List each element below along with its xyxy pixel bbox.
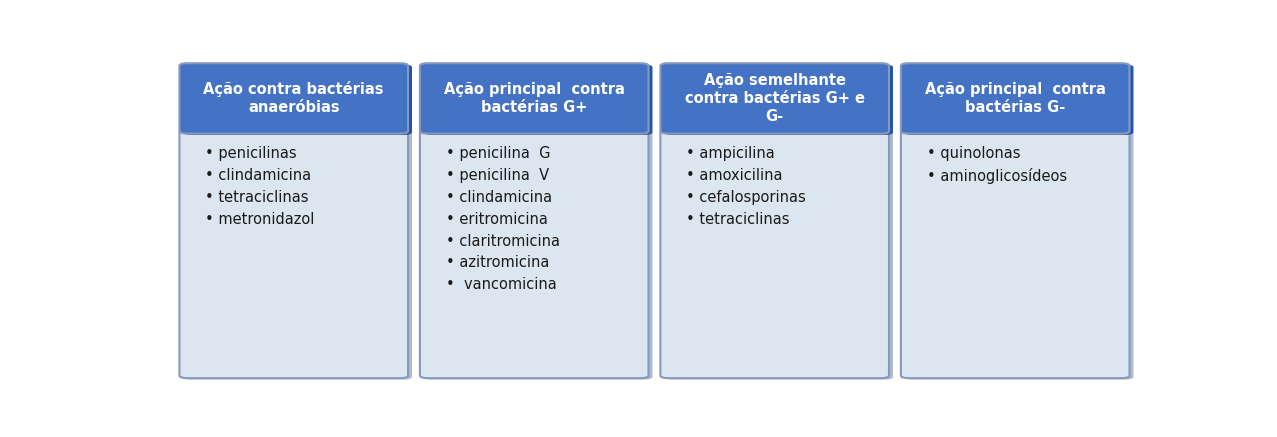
FancyBboxPatch shape <box>664 65 893 135</box>
FancyBboxPatch shape <box>179 63 409 134</box>
Text: • eritromicina: • eritromicina <box>446 212 548 227</box>
FancyBboxPatch shape <box>420 63 649 134</box>
FancyBboxPatch shape <box>905 65 1134 135</box>
Text: • aminoglicosídeos: • aminoglicosídeos <box>927 168 1066 184</box>
FancyBboxPatch shape <box>179 130 409 378</box>
FancyBboxPatch shape <box>184 131 412 379</box>
Text: • metronidazol: • metronidazol <box>206 212 314 227</box>
Text: Ação contra bactérias
anaeróbias: Ação contra bactérias anaeróbias <box>203 81 384 115</box>
Text: • clindamicina: • clindamicina <box>206 168 312 183</box>
FancyBboxPatch shape <box>424 65 653 135</box>
Text: Ação principal  contra
bactérias G+: Ação principal contra bactérias G+ <box>444 82 624 115</box>
Text: • clindamicina: • clindamicina <box>446 190 552 205</box>
FancyBboxPatch shape <box>660 130 889 378</box>
FancyBboxPatch shape <box>424 131 653 379</box>
Text: • penicilina  V: • penicilina V <box>446 168 549 183</box>
FancyBboxPatch shape <box>664 131 893 379</box>
Text: • azitromicina: • azitromicina <box>446 255 549 271</box>
FancyBboxPatch shape <box>905 131 1134 379</box>
Text: • claritromicina: • claritromicina <box>446 233 559 249</box>
FancyBboxPatch shape <box>660 63 889 134</box>
FancyBboxPatch shape <box>900 130 1129 378</box>
Text: • amoxicilina: • amoxicilina <box>686 168 783 183</box>
Text: Ação principal  contra
bactérias G-: Ação principal contra bactérias G- <box>925 82 1106 115</box>
Text: • penicilinas: • penicilinas <box>206 146 296 161</box>
Text: • tetraciclinas: • tetraciclinas <box>206 190 309 205</box>
Text: Ação semelhante
contra bactérias G+ e
G-: Ação semelhante contra bactérias G+ e G- <box>684 73 865 124</box>
Text: •  vancomicina: • vancomicina <box>446 277 557 292</box>
Text: • penicilina  G: • penicilina G <box>446 146 550 161</box>
FancyBboxPatch shape <box>420 130 649 378</box>
Text: • tetraciclinas: • tetraciclinas <box>686 212 789 227</box>
Text: • ampicilina: • ampicilina <box>686 146 775 161</box>
Text: • cefalosporinas: • cefalosporinas <box>686 190 806 205</box>
FancyBboxPatch shape <box>900 63 1129 134</box>
FancyBboxPatch shape <box>184 65 412 135</box>
Text: • quinolonas: • quinolonas <box>927 146 1020 161</box>
